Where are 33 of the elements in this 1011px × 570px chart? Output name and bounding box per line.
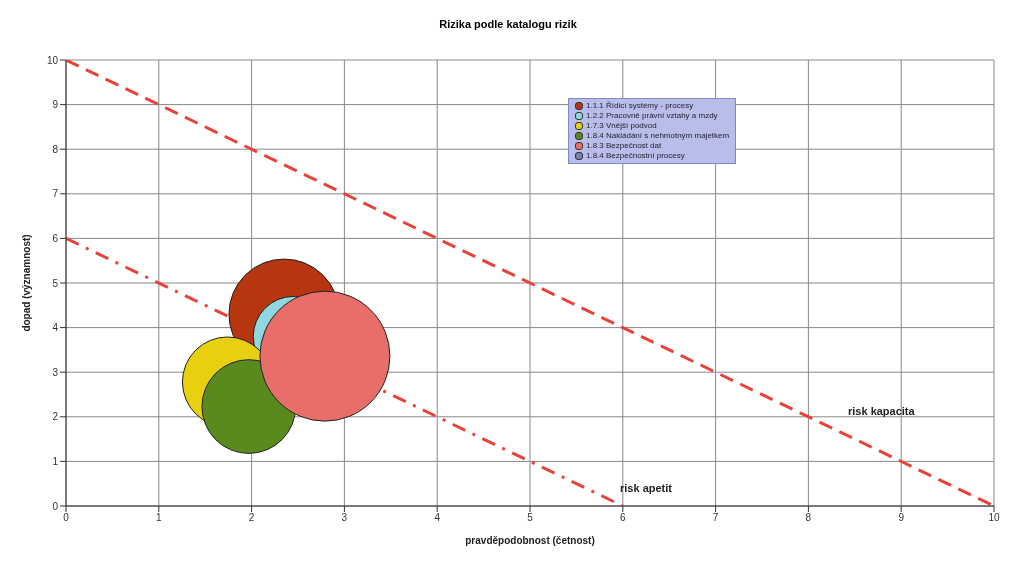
x-tick-label: 10 (988, 512, 1000, 524)
x-tick-label: 0 (63, 512, 70, 524)
y-tick-label: 0 (52, 500, 59, 512)
x-tick-label: 6 (620, 512, 627, 524)
x-axis-title: pravděpodobnost (četnost) (465, 535, 595, 546)
x-tick-label: 7 (712, 512, 719, 524)
y-tick-label: 3 (52, 366, 59, 378)
y-tick-label: 5 (52, 277, 59, 289)
y-tick-label: 1 (52, 455, 59, 467)
y-tick-label: 9 (52, 99, 59, 111)
legend-label: 1.8.3 Bezpečnost dat (586, 141, 662, 151)
annotation: risk kapacita (848, 405, 915, 417)
legend-label: 1.8.4 Bezpečnostní procesy (586, 151, 685, 161)
annotation: risk apetit (620, 482, 672, 494)
legend-label: 1.8.4 Nakládání s nehmotným majetkem (586, 131, 730, 141)
y-tick-label: 4 (52, 322, 59, 334)
x-tick-label: 5 (527, 512, 534, 524)
x-tick-label: 8 (805, 512, 812, 524)
legend-label: 1.1.1 Řídicí systémy - procesy (586, 101, 694, 111)
y-tick-label: 7 (52, 188, 59, 200)
legend-label: 1.2.2 Pracovně právní vztahy a mzdy (586, 111, 718, 121)
y-tick-label: 10 (46, 54, 59, 66)
y-axis-title: dopad (významnost) (20, 234, 32, 332)
x-tick-label: 3 (341, 512, 348, 524)
y-tick-label: 8 (52, 143, 59, 155)
x-tick-label: 2 (248, 512, 255, 524)
legend-label: 1.7.3 Vnější podvod (586, 121, 657, 131)
chart-title: Rizika podle katalogu rizik (438, 18, 578, 30)
x-tick-label: 4 (434, 512, 441, 524)
y-tick-label: 2 (52, 411, 59, 423)
x-tick-label: 9 (898, 512, 905, 524)
x-tick-label: 1 (156, 512, 163, 524)
y-tick-label: 6 (52, 232, 59, 244)
